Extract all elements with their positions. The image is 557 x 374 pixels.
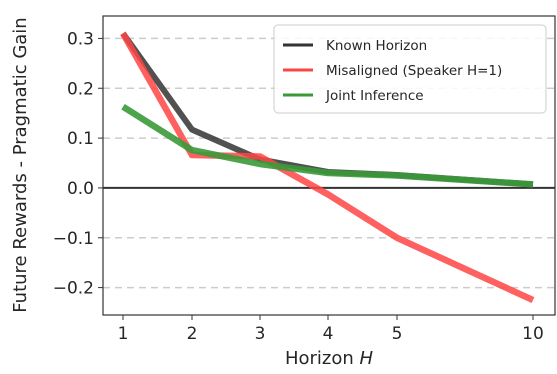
x-axis: 1 2 3 4 5 10: [118, 315, 544, 344]
legend-box: [273, 24, 547, 114]
legend-label: Known Horizon: [326, 38, 427, 54]
y-axis: 0.3 0.2 0.1 0.0 −0.1 −0.2: [53, 29, 103, 299]
legend-label: Joint Inference: [325, 88, 424, 104]
x-tick-label: 10: [522, 324, 544, 344]
plot-frame: [102, 15, 556, 316]
x-tick-label: 3: [255, 324, 266, 344]
x-tick-label: 5: [392, 324, 403, 344]
y-axis-label: Future Rewards - Pragmatic Gain: [10, 17, 31, 312]
x-tick-label: 4: [323, 324, 334, 344]
series-line-2: [120, 31, 535, 304]
series-line-3: [121, 103, 534, 188]
series-layer: [120, 31, 535, 304]
legend: Known Horizon Misaligned (Speaker H=1) Joi…: [273, 24, 547, 114]
y-tick-label: 0.3: [67, 29, 94, 49]
y-tick-label: 0.1: [67, 129, 94, 149]
y-tick-label: 0.2: [67, 79, 94, 99]
y-tick-label: −0.2: [53, 279, 94, 299]
x-axis-label: Horizon H: [285, 348, 374, 369]
legend-label: Misaligned (Speaker H=1): [326, 63, 502, 79]
y-tick-label: −0.1: [53, 229, 94, 249]
x-tick-label: 2: [187, 324, 198, 344]
x-tick-label: 1: [118, 324, 129, 344]
y-tick-label: 0.0: [67, 179, 94, 199]
